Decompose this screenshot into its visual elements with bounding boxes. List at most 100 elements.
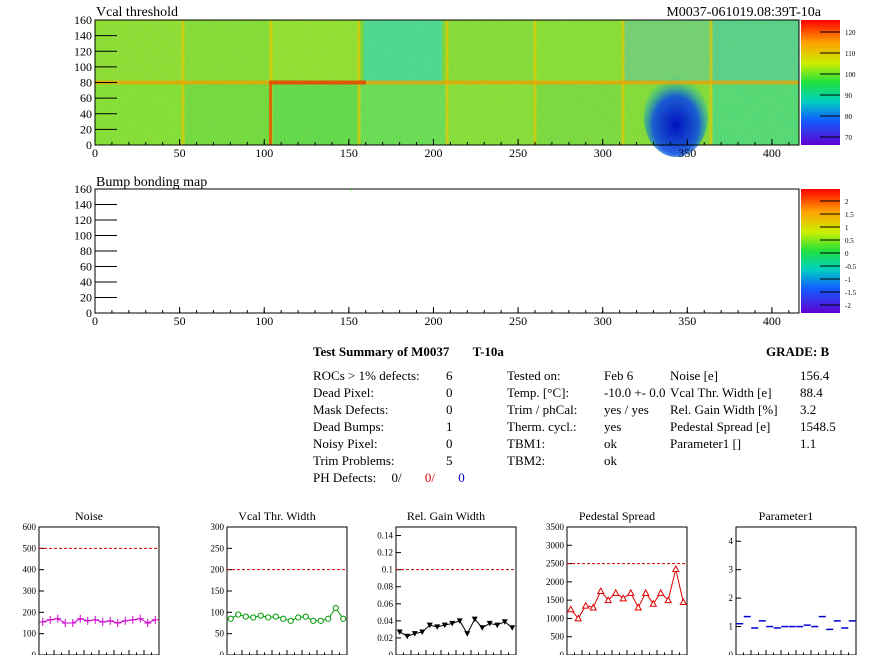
defect-row-value: 5 bbox=[446, 453, 453, 468]
condition-row-value: Feb 6 bbox=[604, 368, 634, 383]
summary-heading: Test Summary of M0037 bbox=[313, 344, 450, 359]
map-x-tick-label: 50 bbox=[174, 314, 186, 328]
mini-y-tick-label: 0 bbox=[560, 650, 565, 655]
mini-y-tick-label: 50 bbox=[215, 629, 225, 639]
parameter-row-value: 1.1 bbox=[800, 436, 817, 451]
mini-y-tick-label: 1 bbox=[729, 622, 734, 632]
map-x-tick-label: 350 bbox=[678, 314, 696, 328]
mini-data-point bbox=[566, 605, 575, 613]
map-y-tick-label: 80 bbox=[80, 244, 92, 258]
parameter-row-value: 3.2 bbox=[800, 402, 817, 417]
mini-series-line bbox=[399, 618, 513, 637]
map-y-tick-label: 40 bbox=[80, 275, 92, 289]
summary-title: Test Summary of M0037 T-10a bbox=[313, 344, 504, 360]
vcal-axes: 0 50 100 150 200 250 300 350 4000204060801001201… bbox=[74, 13, 790, 160]
mini-data-point bbox=[257, 612, 264, 619]
summary-temp-tag: T-10a bbox=[472, 344, 504, 359]
condition-row-value: ok bbox=[604, 453, 617, 468]
mini-data-point bbox=[679, 597, 688, 605]
vcal-palette bbox=[801, 20, 840, 145]
defect-row-label: Noisy Pixel: bbox=[313, 436, 378, 451]
map-y-tick-label: 0 bbox=[86, 138, 92, 152]
bump-palette bbox=[801, 189, 840, 313]
mini-chart-title: Vcal Thr. Width bbox=[238, 509, 315, 523]
mini-y-tick-label: 100 bbox=[211, 607, 225, 617]
mini-data-point bbox=[302, 613, 309, 620]
mini-data-point bbox=[656, 588, 665, 596]
mini-data-point bbox=[449, 620, 456, 627]
vcal-roc-border bbox=[95, 80, 799, 85]
mini-data-point bbox=[280, 615, 287, 622]
mini-data-point bbox=[310, 617, 317, 624]
mini-data-point bbox=[295, 614, 302, 621]
vcal-roc-grid bbox=[95, 20, 799, 157]
ph-defects-value-1: 0/ bbox=[391, 470, 402, 485]
mini-chart-4: Pedestal Spread 0 500 1000 1500 2000 2500 3000 3… bbox=[546, 509, 688, 655]
mini-data-point bbox=[144, 619, 152, 627]
mini-data-point bbox=[441, 622, 448, 629]
mini-data-point bbox=[494, 622, 501, 629]
map-y-tick-label: 100 bbox=[74, 229, 92, 243]
defect-row-label: Trim Problems: bbox=[313, 453, 395, 468]
palette-tick-label: 1 bbox=[845, 224, 849, 232]
map-y-tick-label: 120 bbox=[74, 44, 92, 58]
grade-label: GRADE: B bbox=[766, 344, 830, 359]
vcal-low-region bbox=[643, 76, 708, 157]
mini-data-point bbox=[434, 624, 441, 630]
vcal-cool-region bbox=[364, 20, 442, 83]
ph-defects-row: PH Defects: 0/ 0/ 0 bbox=[313, 470, 465, 486]
mini-data-point bbox=[411, 631, 418, 637]
map-x-tick-label: 100 bbox=[255, 314, 273, 328]
map-y-tick-label: 140 bbox=[74, 198, 92, 212]
mini-data-point bbox=[501, 619, 508, 625]
run-label: M0037-061019.08:39T-10a bbox=[666, 5, 821, 20]
mini-y-tick-label: 300 bbox=[23, 586, 37, 596]
mini-data-point bbox=[76, 614, 84, 623]
mini-y-tick-label: 250 bbox=[211, 543, 225, 553]
mini-y-tick-label: 3500 bbox=[546, 522, 565, 532]
mini-data-point bbox=[317, 617, 324, 624]
mini-data-point bbox=[486, 620, 493, 627]
map-x-tick-label: 400 bbox=[763, 314, 781, 328]
palette-tick-label: 90 bbox=[845, 92, 853, 100]
mini-series-line bbox=[42, 618, 156, 624]
map-y-tick-label: 0 bbox=[86, 306, 92, 320]
mini-data-point bbox=[340, 615, 347, 622]
mini-data-point bbox=[265, 614, 272, 621]
condition-row-value: ok bbox=[604, 436, 617, 451]
mini-chart-frame bbox=[395, 526, 517, 655]
map-x-tick-label: 300 bbox=[594, 146, 612, 160]
mini-y-tick-label: 0.04 bbox=[377, 616, 393, 626]
palette-tick-label: 100 bbox=[845, 71, 856, 79]
palette-tick-label: 0 bbox=[845, 250, 849, 258]
mini-y-tick-label: 1000 bbox=[546, 613, 565, 623]
defect-row-value: 0 bbox=[446, 402, 453, 417]
defect-row-value: 0 bbox=[446, 385, 453, 400]
mini-chart-title: Pedestal Spread bbox=[579, 509, 655, 523]
map-y-tick-label: 60 bbox=[80, 260, 92, 274]
mini-data-point bbox=[626, 588, 635, 596]
defect-row-label: Dead Pixel: bbox=[313, 385, 375, 400]
mini-y-tick-label: 200 bbox=[23, 607, 37, 617]
mini-data-point bbox=[589, 603, 598, 611]
mini-data-point bbox=[136, 614, 144, 623]
mini-data-point bbox=[242, 613, 249, 620]
mini-data-point bbox=[404, 633, 411, 640]
mini-y-tick-label: 2000 bbox=[546, 577, 565, 587]
map-y-tick-label: 40 bbox=[80, 107, 92, 121]
mini-y-tick-label: 2 bbox=[729, 593, 734, 603]
mini-data-point bbox=[129, 615, 137, 624]
mini-data-point bbox=[106, 616, 114, 625]
mini-y-tick-label: 0.1 bbox=[382, 565, 393, 575]
parameter-row-value: 1548.5 bbox=[800, 419, 836, 434]
parameter-row-label: Pedestal Spread [e] bbox=[670, 419, 771, 434]
mini-data-point bbox=[664, 596, 673, 604]
mini-data-point bbox=[509, 625, 516, 631]
map-y-tick-label: 160 bbox=[74, 13, 92, 27]
mini-data-point bbox=[54, 614, 62, 623]
vcal-threshold-map: 0 50 100 150 200 250 300 350 4000204060801001201… bbox=[74, 13, 856, 160]
map-y-tick-label: 140 bbox=[74, 29, 92, 43]
palette-tick-label: -1 bbox=[845, 276, 851, 284]
mini-series-line bbox=[570, 568, 684, 620]
mini-y-tick-label: 500 bbox=[551, 632, 565, 642]
